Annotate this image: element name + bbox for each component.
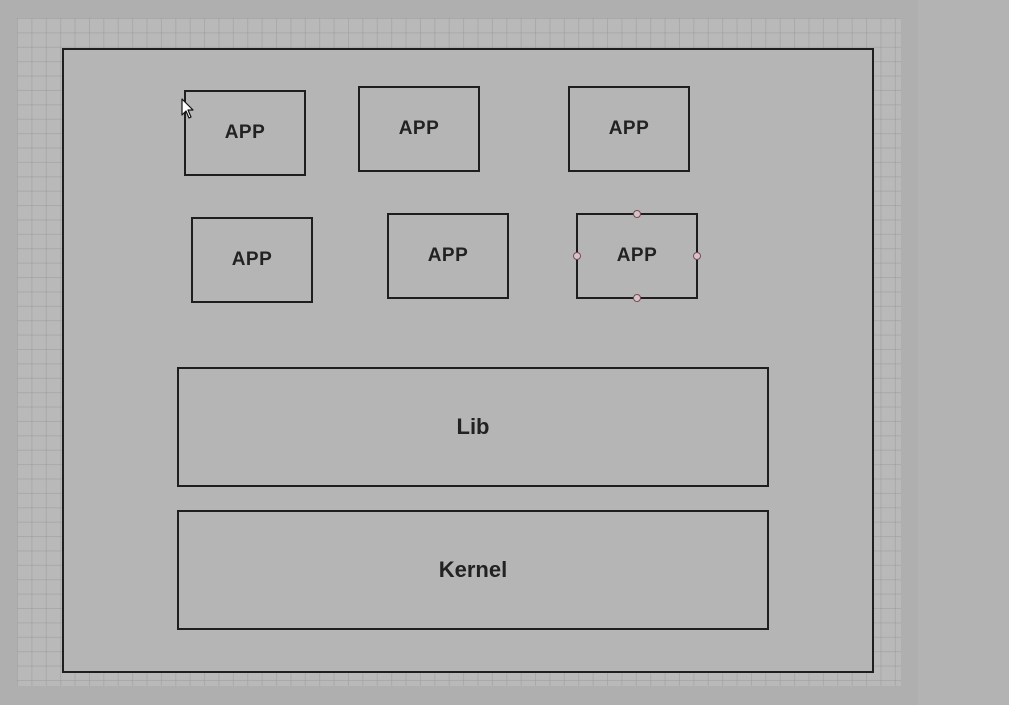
resize-handle-top-icon[interactable] bbox=[633, 210, 641, 218]
mouse-pointer-icon bbox=[181, 98, 195, 125]
app-box-5-label: APP bbox=[427, 245, 469, 266]
app-box-2-label: APP bbox=[398, 118, 440, 139]
app-box-6-label: APP bbox=[616, 245, 658, 266]
app-box-4-label: APP bbox=[231, 249, 273, 270]
app-box-2[interactable]: APP bbox=[358, 86, 480, 172]
resize-handle-left-icon[interactable] bbox=[573, 252, 581, 260]
resize-handle-right-icon[interactable] bbox=[693, 252, 701, 260]
app-box-6-selected[interactable]: APP bbox=[576, 213, 698, 299]
app-box-3-label: APP bbox=[608, 118, 650, 139]
app-box-4[interactable]: APP bbox=[191, 217, 313, 303]
lib-layer-box[interactable]: Lib bbox=[177, 367, 769, 487]
app-box-1[interactable]: APP bbox=[184, 90, 306, 176]
kernel-layer-box[interactable]: Kernel bbox=[177, 510, 769, 630]
app-box-3[interactable]: APP bbox=[568, 86, 690, 172]
kernel-layer-label: Kernel bbox=[438, 557, 508, 582]
app-box-1-label: APP bbox=[224, 122, 266, 143]
resize-handle-bottom-icon[interactable] bbox=[633, 294, 641, 302]
app-box-5[interactable]: APP bbox=[387, 213, 509, 299]
lib-layer-label: Lib bbox=[456, 414, 490, 439]
